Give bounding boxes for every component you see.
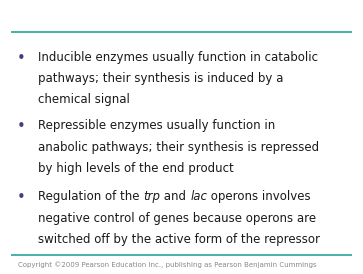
Text: Copyright ©2009 Pearson Education Inc., publishing as Pearson Benjamin Cummings: Copyright ©2009 Pearson Education Inc., …: [18, 262, 317, 268]
Text: Repressible enzymes usually function in: Repressible enzymes usually function in: [38, 119, 276, 132]
Text: •: •: [16, 190, 25, 206]
Text: and: and: [160, 190, 190, 203]
Text: chemical signal: chemical signal: [38, 93, 130, 106]
Text: negative control of genes because operons are: negative control of genes because operon…: [38, 212, 316, 225]
Text: lac: lac: [190, 190, 207, 203]
Text: by high levels of the end product: by high levels of the end product: [38, 162, 234, 175]
Text: pathways; their synthesis is induced by a: pathways; their synthesis is induced by …: [38, 72, 284, 85]
Text: trp: trp: [143, 190, 160, 203]
Text: operons involves: operons involves: [207, 190, 311, 203]
Text: •: •: [16, 119, 25, 134]
Text: •: •: [16, 51, 25, 66]
Text: anabolic pathways; their synthesis is repressed: anabolic pathways; their synthesis is re…: [38, 141, 319, 153]
Text: switched off by the active form of the repressor: switched off by the active form of the r…: [38, 233, 320, 246]
Text: Inducible enzymes usually function in catabolic: Inducible enzymes usually function in ca…: [38, 51, 318, 64]
Text: Regulation of the: Regulation of the: [38, 190, 143, 203]
